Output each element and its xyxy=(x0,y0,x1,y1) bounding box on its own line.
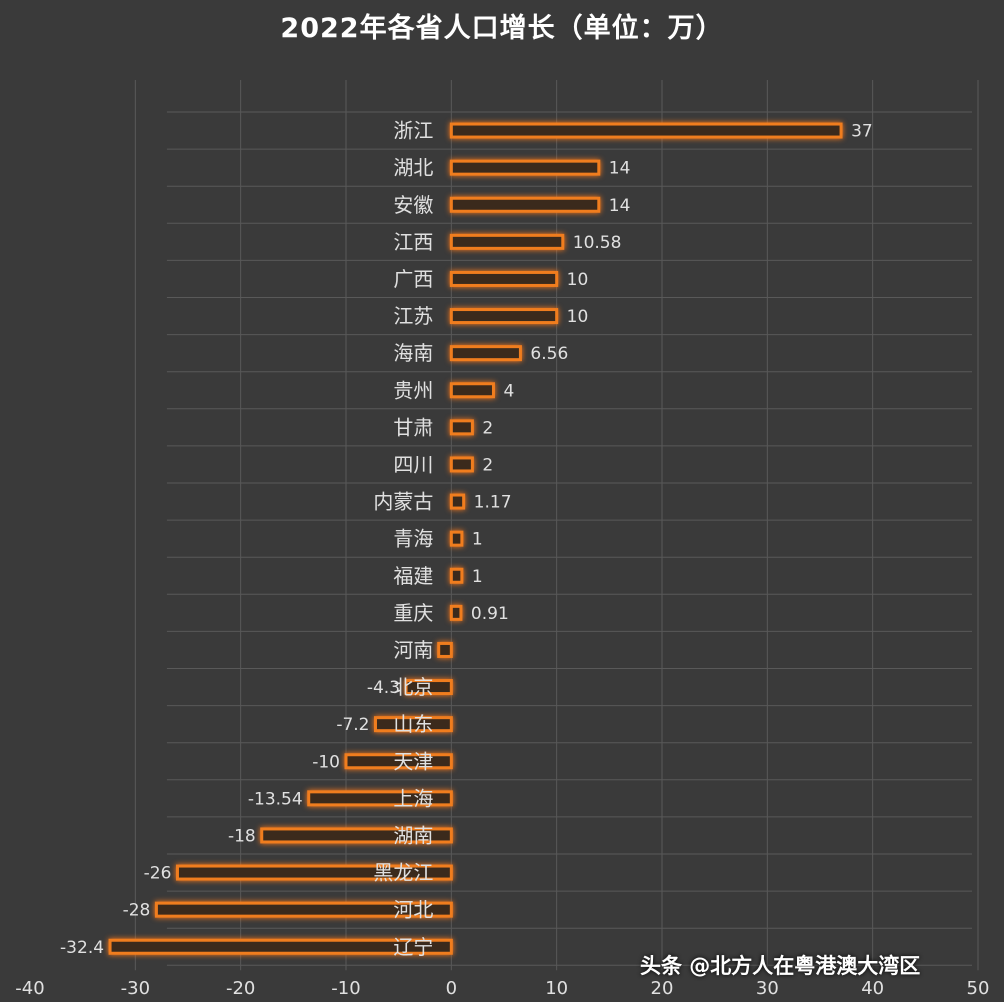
data-label: -7.2 xyxy=(336,715,369,735)
x-tick-label: 10 xyxy=(545,978,568,999)
category-label: 黑龙江 xyxy=(373,861,433,885)
data-label: 4 xyxy=(503,381,514,401)
category-label: 贵州 xyxy=(393,378,433,402)
data-label: 1.17 xyxy=(474,493,512,513)
data-label: 37 xyxy=(851,122,873,142)
category-label: 辽宁 xyxy=(393,935,433,959)
data-label: 6.56 xyxy=(530,344,568,364)
category-label: 江苏 xyxy=(393,304,433,328)
x-tick-label: 30 xyxy=(756,978,779,999)
category-label: 天津 xyxy=(393,749,433,773)
x-tick-label: 40 xyxy=(861,978,884,999)
bar-上海 xyxy=(307,790,453,807)
bar-湖南 xyxy=(260,827,453,844)
bar-四川 xyxy=(449,456,474,473)
bar-黑龙江 xyxy=(175,864,453,881)
category-label: 四川 xyxy=(393,452,433,476)
data-label: -32.4 xyxy=(60,938,104,958)
category-label: 甘肃 xyxy=(393,415,433,439)
data-label: -28 xyxy=(123,901,151,921)
x-tick-label: 20 xyxy=(651,978,674,999)
data-label: 0.91 xyxy=(471,604,509,624)
bar-海南 xyxy=(449,345,522,362)
category-label: 河北 xyxy=(393,898,433,922)
data-label: 2 xyxy=(482,455,493,475)
bar-江西 xyxy=(449,233,565,250)
data-label: -18 xyxy=(228,826,256,846)
bar-福建 xyxy=(449,567,464,584)
bar-贵州 xyxy=(449,382,495,399)
data-label: -10 xyxy=(312,752,340,772)
bar-内蒙古 xyxy=(449,493,466,510)
data-label: -13.54 xyxy=(248,789,303,809)
data-label: -4.3 xyxy=(367,678,400,698)
x-tick-label: 0 xyxy=(446,978,457,999)
category-label: 河南 xyxy=(393,638,433,662)
category-label: 青海 xyxy=(393,527,433,551)
bar-湖北 xyxy=(449,159,601,176)
category-label: 重庆 xyxy=(393,601,433,625)
watermark: 头条 @北方人在粤港澳大湾区 xyxy=(640,954,921,978)
category-label: 内蒙古 xyxy=(373,490,433,514)
category-label: 江西 xyxy=(393,230,433,254)
category-label: 福建 xyxy=(393,564,433,588)
category-label: 浙江 xyxy=(393,119,433,143)
bar-安徽 xyxy=(449,196,601,213)
bar-北京 xyxy=(404,679,453,696)
x-tick-label: -20 xyxy=(226,978,255,999)
category-label: 海南 xyxy=(393,341,433,365)
category-label: 安徽 xyxy=(393,193,433,217)
bar-天津 xyxy=(344,753,453,770)
bar-青海 xyxy=(449,530,464,547)
data-label: 1 xyxy=(472,530,483,550)
bar-河北 xyxy=(154,901,453,918)
category-label: 湖南 xyxy=(393,823,433,847)
chart-title: 2022年各省人口增长（单位：万） xyxy=(280,13,724,44)
category-label: 北京 xyxy=(393,675,433,699)
x-tick-label: -10 xyxy=(331,978,360,999)
data-label: 14 xyxy=(609,196,631,216)
bar-山东 xyxy=(373,716,453,733)
x-tick-label: -40 xyxy=(15,978,44,999)
bar-重庆 xyxy=(449,604,463,621)
category-label: 山东 xyxy=(393,712,433,736)
category-label: 上海 xyxy=(393,786,433,810)
data-label: 1 xyxy=(472,567,483,587)
data-label: 10.58 xyxy=(573,233,622,253)
data-label: 2 xyxy=(482,418,493,438)
category-label: 湖北 xyxy=(393,156,433,180)
data-label: 10 xyxy=(567,270,589,290)
bar-河南 xyxy=(437,641,453,658)
data-label: 10 xyxy=(567,307,589,327)
bar-浙江 xyxy=(449,122,843,139)
bar-甘肃 xyxy=(449,419,474,436)
bar-江苏 xyxy=(449,308,559,325)
data-label: -26 xyxy=(144,864,172,884)
category-label: 广西 xyxy=(393,267,433,291)
bar-广西 xyxy=(449,270,559,287)
bar-辽宁 xyxy=(108,938,453,955)
x-tick-label: -30 xyxy=(121,978,150,999)
data-label: 14 xyxy=(609,159,631,179)
x-tick-label: 50 xyxy=(967,978,990,999)
